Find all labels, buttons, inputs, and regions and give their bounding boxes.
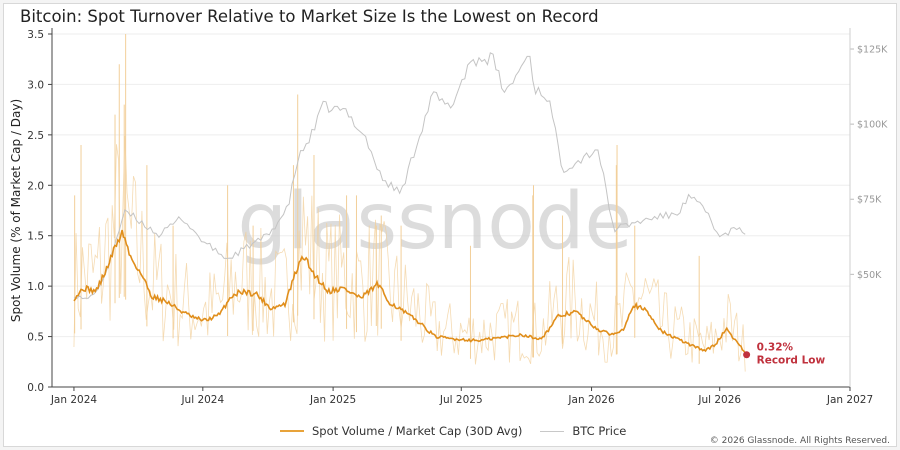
x-tick-label: Jul 2026 (697, 394, 741, 406)
grid-layer (52, 33, 850, 388)
daily-volume-layer (73, 34, 746, 372)
price-swatch (540, 430, 565, 432)
x-tick-label: Jan 2025 (309, 394, 356, 406)
volume-30d-line (73, 229, 748, 356)
volume-swatch (280, 430, 304, 432)
legend-item-price: BTC Price (540, 424, 626, 438)
annotation-value: 0.32% (757, 342, 794, 354)
record-low-marker (743, 351, 751, 359)
x-tick-label: Jul 2025 (439, 394, 483, 406)
legend-price-label: BTC Price (572, 424, 627, 438)
x-tick-label: Jan 2024 (50, 394, 98, 406)
y-tick-label: 2.0 (27, 180, 44, 192)
y2-tick-label: $75K (857, 195, 882, 206)
watermark-logo: glassnode (238, 177, 633, 267)
legend-volume-label: Spot Volume / Market Cap (30D Avg) (312, 424, 523, 438)
daily-volume-texture (73, 135, 746, 372)
y-tick-label: 1.0 (27, 281, 44, 293)
y2-tick-label: $50K (857, 270, 882, 281)
y-tick-label: 0.5 (27, 332, 44, 344)
axis-layer: 0.0 0.5 1.0 1.5 2.0 2.5 3.0 3.5 $50K $75K $100K $12… (27, 28, 888, 406)
y-tick-label: 2.5 (27, 130, 44, 142)
price-layer (73, 52, 746, 300)
copyright-notice: © 2026 Glassnode. All Rights Reserved. (709, 436, 890, 446)
y-axis-label: Spot Volume (% of Market Cap / Day) (9, 99, 23, 322)
btc-price-line (73, 52, 746, 300)
chart-title: Bitcoin: Spot Turnover Relative to Marke… (20, 7, 599, 26)
y2-tick-label: $100K (857, 120, 888, 131)
x-tick-label: Jan 2026 (567, 394, 615, 406)
chart-frame (3, 3, 897, 447)
y-tick-label: 1.5 (27, 231, 44, 243)
y-tick-label: 0.0 (27, 382, 44, 394)
y-tick-label: 3.0 (27, 79, 44, 91)
volume-layer (73, 229, 748, 356)
annotation-text: Record Low (757, 355, 826, 367)
x-tick-label: Jan 2027 (826, 394, 873, 406)
x-tick-label: Jul 2024 (180, 394, 224, 406)
y-tick-label: 3.5 (27, 29, 44, 41)
legend: Spot Volume / Market Cap (30D Avg) BTC P… (280, 424, 644, 438)
y2-tick-label: $125K (857, 45, 888, 56)
legend-item-volume: Spot Volume / Market Cap (30D Avg) (280, 424, 522, 438)
